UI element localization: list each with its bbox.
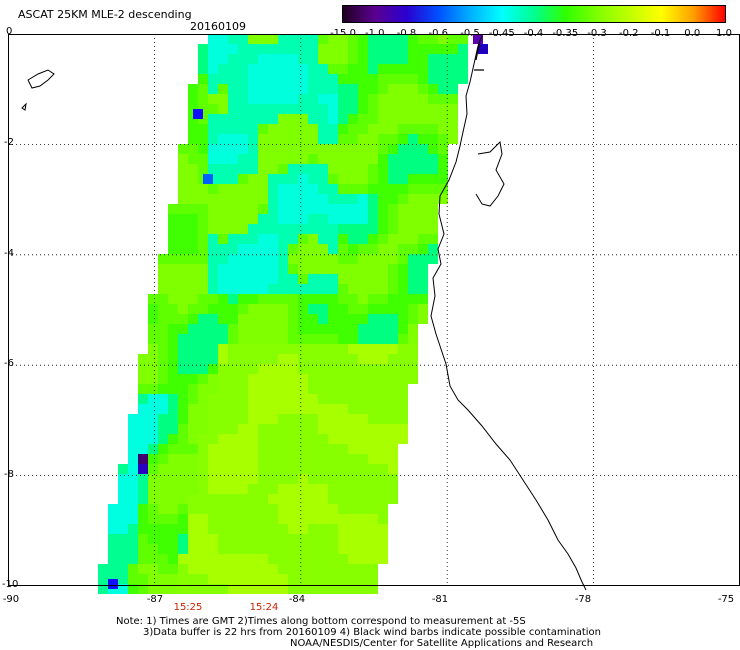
note-line-3: NOAA/NESDIS/Center for Satellite Applica… xyxy=(290,638,594,649)
island xyxy=(21,102,27,111)
colorbar-label: -0.8 xyxy=(396,28,417,39)
x-tick-label: -87 xyxy=(146,594,164,605)
y-tick-label: 0 xyxy=(6,26,13,37)
colorbar-label: 1.0 xyxy=(716,28,732,39)
colorbar-label: -0.2 xyxy=(618,28,639,39)
note-line-2: 3)Data buffer is 22 hrs from 20160109 4)… xyxy=(143,627,601,638)
colorbar-label: 0.0 xyxy=(684,28,701,39)
outlier-cell xyxy=(108,579,118,589)
outlier-cell xyxy=(193,109,203,119)
y-tick-label: -6 xyxy=(4,358,14,369)
x-tick-label: -84 xyxy=(288,594,306,605)
coastline-gulf xyxy=(475,140,505,207)
pass-time-label: 15:25 xyxy=(173,602,203,613)
outlier-cell xyxy=(478,44,488,54)
island xyxy=(27,69,55,89)
y-tick-label: -8 xyxy=(4,469,14,480)
outlier-cell xyxy=(138,464,148,474)
x-tick-label: -75 xyxy=(717,594,735,605)
pass-time-label: 15:24 xyxy=(249,602,279,613)
y-tick-label: -4 xyxy=(4,248,14,259)
colorbar xyxy=(342,5,726,23)
swath-cells xyxy=(98,34,468,594)
product-date: 20160109 xyxy=(190,20,246,33)
colorbar-label: -0.4 xyxy=(523,28,544,39)
note-line-1: Note: 1) Times are GMT 2)Times along bot… xyxy=(116,616,526,627)
x-tick-label: -90 xyxy=(2,594,20,605)
y-tick-label: -10 xyxy=(2,579,19,590)
y-tick-label: -2 xyxy=(4,137,14,148)
outlier-cell xyxy=(203,174,213,184)
colorbar-label: -0.35 xyxy=(552,28,579,39)
coastline xyxy=(430,35,587,591)
product-title: ASCAT 25KM MLE-2 descending xyxy=(18,8,192,21)
outlier-cell xyxy=(138,454,148,464)
outlier-cell xyxy=(473,34,483,44)
colorbar-label: -1.0 xyxy=(364,28,385,39)
colorbar-label: -0.5 xyxy=(460,28,480,39)
colorbar-label: -0.1 xyxy=(650,28,671,39)
x-tick-label: -78 xyxy=(574,594,592,605)
wind-barb xyxy=(474,39,484,71)
x-tick-label: -81 xyxy=(431,594,449,605)
colorbar-label: -0.3 xyxy=(587,28,607,39)
colorbar-label: -0.45 xyxy=(488,28,515,39)
swath-map xyxy=(8,34,740,594)
colorbar-label: -15.0 xyxy=(330,28,356,39)
colorbar-label: -0.6 xyxy=(428,28,449,39)
